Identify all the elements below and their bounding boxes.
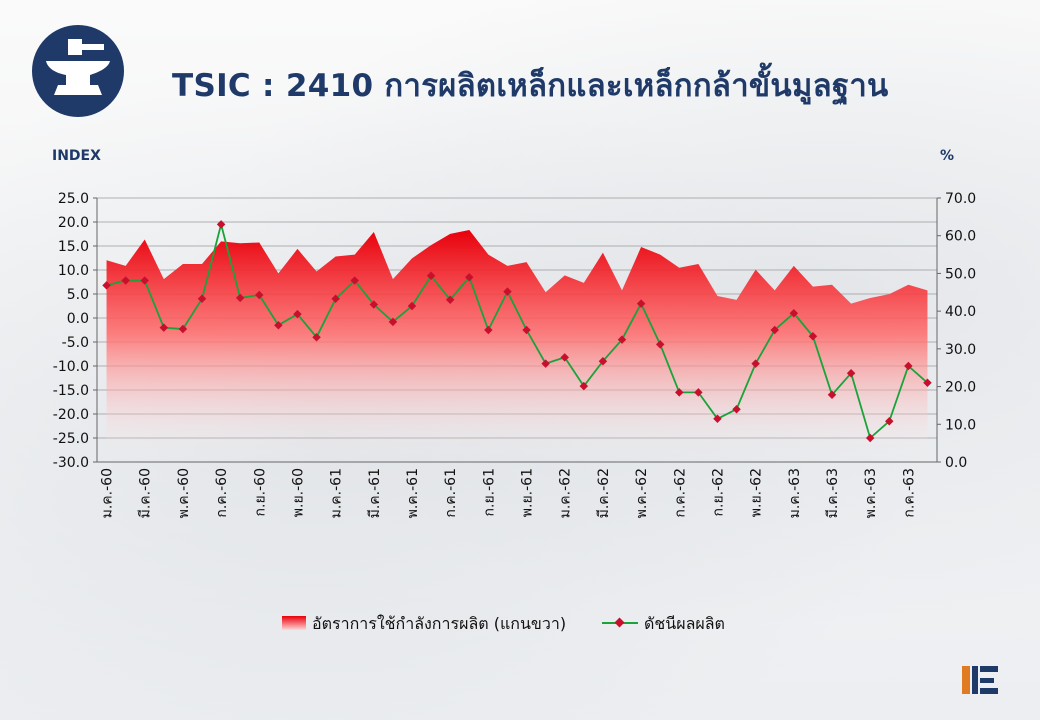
x-tick-label: ม.ค.-60 — [100, 468, 116, 518]
x-tick-label: พ.ค.-60 — [176, 468, 192, 518]
left-tick-label: -30.0 — [53, 455, 89, 471]
left-tick-label: -15.0 — [53, 383, 89, 399]
oie-logo-icon — [962, 666, 998, 694]
production-index-point — [885, 416, 894, 426]
production-index-point — [426, 271, 436, 281]
x-tick-label: ม.ค.-62 — [558, 468, 574, 518]
production-index-point — [331, 294, 340, 304]
production-index-point — [445, 295, 455, 305]
right-tick-label: 10.0 — [945, 417, 976, 433]
x-tick-label: ก.ค.-60 — [214, 468, 230, 518]
x-tick-label: พ.ค.-63 — [863, 468, 879, 518]
production-index-point — [197, 294, 207, 304]
x-tick-label: พ.ย.-61 — [520, 468, 536, 517]
production-index-point — [541, 359, 550, 368]
left-tick-label: -25.0 — [53, 431, 89, 447]
right-tick-label: 0.0 — [945, 455, 967, 471]
right-tick-label: 30.0 — [945, 342, 976, 358]
x-tick-label: พ.ย.-62 — [749, 468, 765, 517]
right-tick-label: 60.0 — [945, 229, 976, 245]
legend-area-label: อัตราการใช้กำลังการผลิต (แกนขวา) — [312, 614, 567, 633]
left-tick-label: 10.0 — [58, 263, 89, 279]
x-tick-label: มี.ค.-61 — [367, 468, 383, 518]
legend-line-label: ดัชนีผลผลิต — [644, 614, 725, 633]
production-index-point — [560, 353, 569, 362]
production-index-point — [904, 361, 913, 371]
production-index-point — [617, 335, 627, 344]
production-index-point — [102, 281, 111, 290]
production-index-point — [255, 290, 264, 300]
x-tick-label: ก.ค.-63 — [901, 468, 917, 518]
production-index-point — [140, 276, 149, 285]
production-index-point — [369, 300, 379, 309]
production-index-point — [312, 332, 321, 342]
production-index-point — [388, 317, 398, 327]
production-index-point — [732, 404, 741, 414]
page-title: TSIC : 2410 การผลิตเหล็กและเหล็กกล้าขั้น… — [172, 68, 889, 104]
legend-area-swatch — [282, 616, 306, 630]
production-index-point — [598, 356, 608, 366]
production-index-point — [178, 324, 188, 334]
production-index-point — [293, 309, 302, 319]
production-index-point — [121, 276, 130, 285]
right-tick-label: 20.0 — [945, 380, 976, 396]
production-index-point — [636, 299, 646, 308]
left-tick-label: -10.0 — [53, 359, 89, 375]
production-index-point — [216, 220, 226, 229]
x-tick-label: ก.ค.-62 — [672, 468, 688, 518]
capacity-utilization-area — [106, 230, 928, 462]
production-index-point — [159, 323, 169, 332]
left-tick-label: -5.0 — [62, 335, 89, 351]
x-tick-label: มี.ค.-62 — [596, 468, 612, 518]
anvil-icon — [32, 25, 124, 117]
left-tick-label: 5.0 — [67, 287, 89, 303]
x-tick-label: มี.ค.-63 — [825, 468, 841, 518]
production-index-point — [770, 325, 779, 335]
right-tick-label: 50.0 — [945, 266, 976, 282]
production-index-point — [350, 276, 359, 285]
production-index-point — [751, 359, 760, 368]
right-tick-label: 70.0 — [945, 191, 976, 207]
x-tick-label: ก.ค.-61 — [443, 468, 459, 518]
production-index-point — [235, 293, 245, 303]
production-index-point — [675, 388, 684, 397]
legend: อัตราการใช้กำลังการผลิต (แกนขวา) ดัชนีผล… — [282, 612, 762, 634]
x-tick-label: พ.ค.-62 — [634, 468, 650, 518]
legend-line-swatch — [602, 617, 638, 628]
production-index-point — [274, 320, 283, 330]
production-index-point — [484, 325, 493, 335]
production-index-point — [522, 325, 531, 335]
left-tick-label: -20.0 — [53, 407, 89, 423]
production-index-point — [465, 272, 474, 282]
x-tick-label: ก.ย.-60 — [252, 468, 268, 516]
left-tick-label: 15.0 — [58, 239, 89, 255]
production-index-point — [713, 414, 722, 424]
production-index-point — [789, 308, 799, 318]
left-axis-unit: INDEX — [52, 148, 101, 164]
x-tick-label: ก.ย.-62 — [710, 468, 726, 516]
x-tick-label: ม.ค.-61 — [329, 468, 345, 518]
production-index-point — [655, 340, 665, 349]
x-tick-label: ก.ย.-61 — [481, 468, 497, 516]
x-tick-label: พ.ย.-60 — [290, 468, 306, 517]
production-index-point — [827, 390, 837, 400]
x-tick-label: พ.ค.-61 — [405, 468, 421, 518]
x-tick-label: มี.ค.-60 — [138, 468, 154, 518]
left-tick-label: 20.0 — [58, 215, 89, 231]
left-tick-label: 25.0 — [58, 191, 89, 207]
left-tick-label: 0.0 — [67, 311, 89, 327]
production-index-point — [846, 368, 856, 378]
production-index-point — [503, 287, 512, 296]
right-axis-unit: % — [940, 148, 955, 164]
production-index-point — [808, 331, 818, 341]
production-index-point — [865, 433, 875, 443]
production-index-point — [579, 381, 589, 391]
production-index-point — [694, 388, 703, 397]
production-index-point — [407, 301, 417, 311]
production-index-point — [923, 378, 932, 388]
x-tick-label: ม.ค.-63 — [787, 468, 803, 518]
right-tick-label: 40.0 — [945, 304, 976, 320]
